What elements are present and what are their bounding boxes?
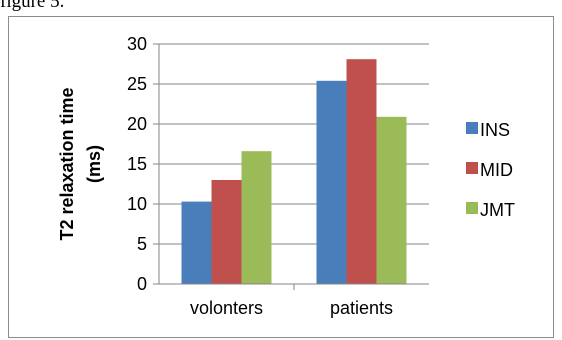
bar-chart: 0 5 10 15 20 25 30 volonters patients T2 relaxa… <box>57 34 515 318</box>
y-tick-label: 5 <box>137 234 147 254</box>
bar-jmt-patients <box>376 116 407 284</box>
x-tick-labels: volonters patients <box>190 298 393 318</box>
y-tick-label: 0 <box>137 274 147 294</box>
legend-label-jmt: JMT <box>480 200 515 220</box>
y-axis-label: T2 relaxation time (ms) <box>57 87 104 240</box>
y-axis-label-line: (ms) <box>84 145 104 183</box>
x-tick-label: volonters <box>190 298 263 318</box>
bar-mid-volonters <box>211 180 242 284</box>
y-tick-label: 25 <box>127 74 147 94</box>
y-tick-labels: 0 5 10 15 20 25 30 <box>127 34 147 294</box>
y-axis-label-text: T2 relaxation time (ms) <box>57 87 104 240</box>
bar-ins-patients <box>316 80 347 284</box>
bar-jmt-volonters <box>241 151 272 284</box>
legend-swatch-ins <box>466 122 478 134</box>
y-tick-label: 20 <box>127 114 147 134</box>
axes <box>158 44 429 290</box>
y-tick-label: 10 <box>127 194 147 214</box>
bar-ins-volonters <box>181 201 212 284</box>
bar-mid-patients <box>346 59 377 285</box>
figure-caption: figure 5. <box>0 0 65 12</box>
legend-swatch-jmt <box>466 202 478 214</box>
x-tick-label: patients <box>330 298 393 318</box>
bars <box>181 59 407 285</box>
legend: INS MID JMT <box>466 120 515 220</box>
chart-frame: 0 5 10 15 20 25 30 volonters patients T2 relaxa… <box>8 16 554 338</box>
y-axis-label-line: T2 relaxation time <box>57 87 77 240</box>
legend-label-mid: MID <box>480 160 513 180</box>
y-tick-label: 30 <box>127 34 147 54</box>
legend-swatch-mid <box>466 162 478 174</box>
legend-label-ins: INS <box>480 120 510 140</box>
y-tick-label: 15 <box>127 154 147 174</box>
